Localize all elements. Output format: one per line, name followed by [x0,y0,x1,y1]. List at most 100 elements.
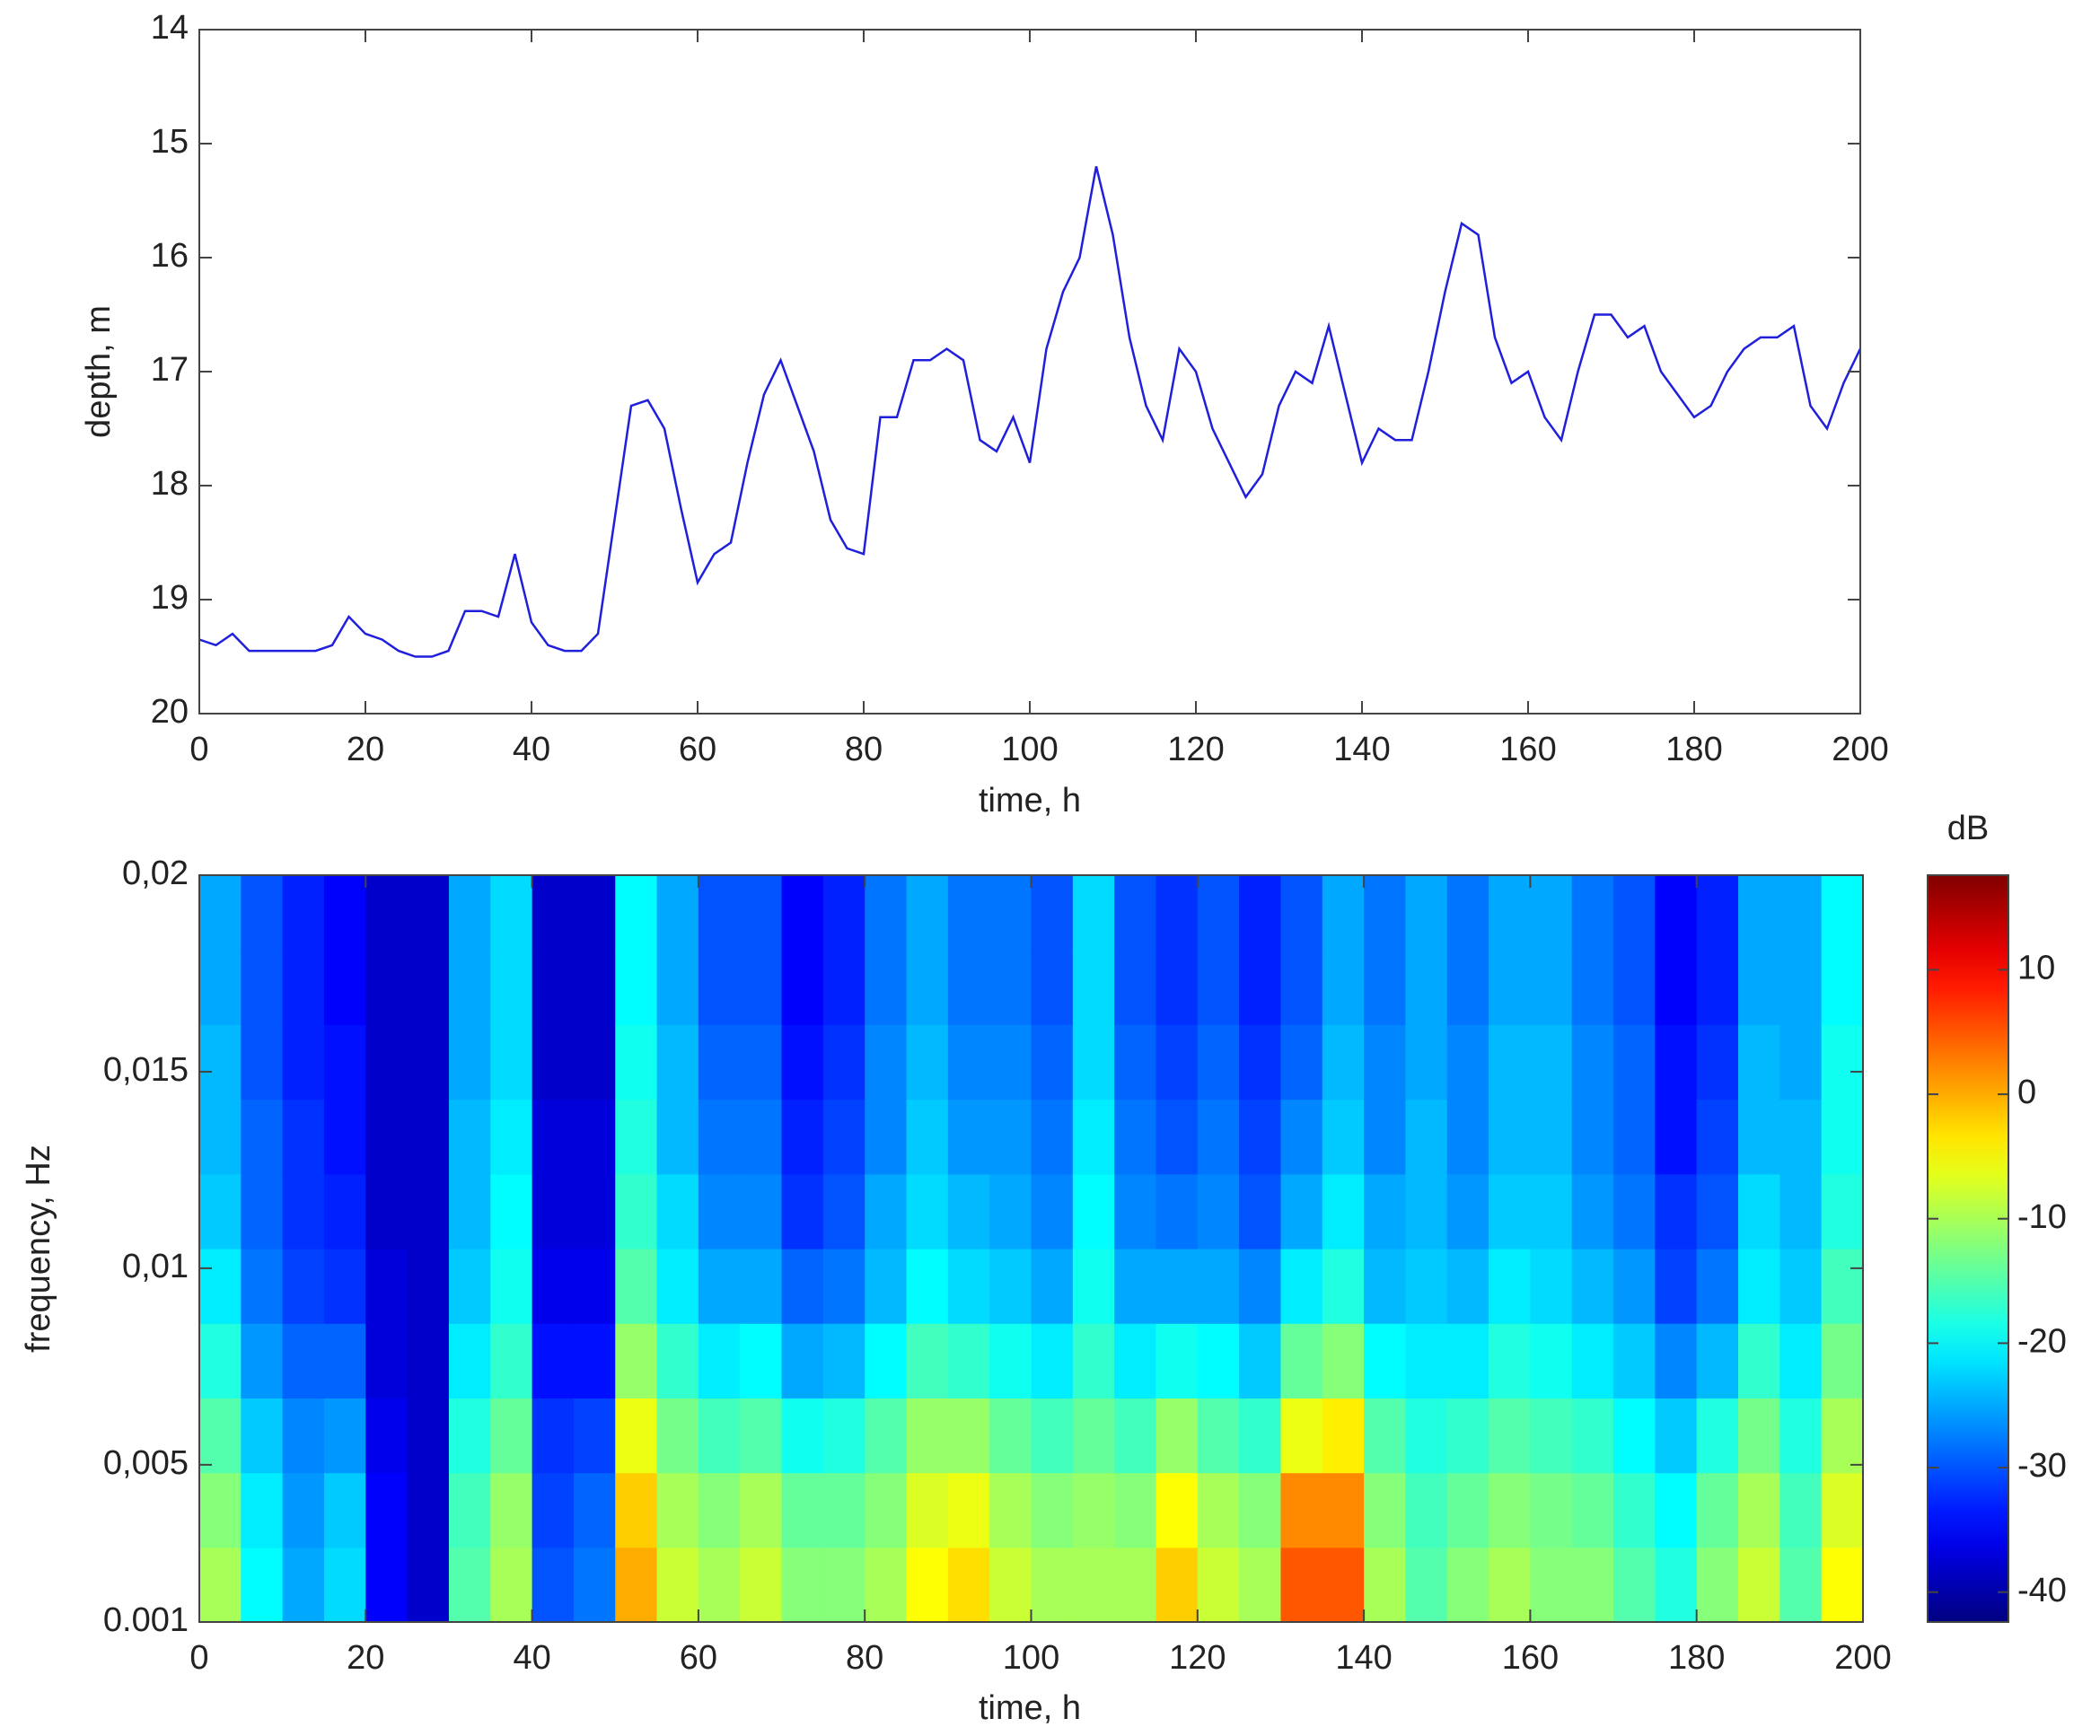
heatmap-cell [1489,1472,1531,1548]
heatmap-cell [1655,1024,1698,1100]
heatmap-cell [532,1249,575,1324]
heatmap-cell [282,1173,325,1249]
x-tick-label: 100 [1001,731,1058,768]
x-axis-label: time, h [979,1689,1081,1727]
heatmap-cell [656,1024,699,1100]
heatmap-cell [199,1024,242,1100]
heatmap-cell [1197,1249,1240,1324]
heatmap-cell [1446,875,1489,951]
heatmap-cell [1446,1472,1489,1548]
heatmap-cell [615,1099,658,1175]
heatmap-cell [1155,1323,1199,1398]
heatmap-cell [1530,1323,1573,1398]
heatmap-cell [1364,1323,1407,1398]
heatmap-cell [1114,1323,1157,1398]
heatmap-cell [199,950,242,1025]
heatmap-cell [365,1323,409,1398]
heatmap-cell [1779,1398,1823,1474]
heatmap-cell [241,1173,284,1249]
heatmap-cell [407,1472,450,1548]
heatmap-cell [615,1472,658,1548]
heatmap-cell [448,1398,491,1474]
heatmap-cell [1322,1099,1365,1175]
x-tick-label: 20 [347,731,384,768]
heatmap-cell [1779,1547,1823,1623]
heatmap-cell [698,950,741,1025]
heatmap-cell [1821,1398,1864,1474]
heatmap-cell [532,1547,575,1623]
heatmap-cell [1738,1323,1780,1398]
heatmap-cell [282,950,325,1025]
heatmap-cell [1613,1547,1656,1623]
heatmap-cell [532,1472,575,1548]
heatmap-cell [1696,1323,1739,1398]
heatmap-cell [1613,950,1656,1025]
heatmap-cell [698,1024,741,1100]
heatmap-cell [199,1249,242,1324]
heatmap-cell [407,1173,450,1249]
heatmap-cell [1696,1398,1739,1474]
heatmap-cell [1613,1099,1656,1175]
heatmap-cell [448,1173,491,1249]
heatmap-cell [615,1323,658,1398]
heatmap-cell [1655,1099,1698,1175]
heatmap-cells [199,875,1864,1623]
heatmap-cell [1530,1099,1573,1175]
heatmap-cell [199,1099,242,1175]
heatmap-cell [1197,1547,1240,1623]
heatmap-cell [490,1173,533,1249]
heatmap-cell [865,875,908,951]
heatmap-cell [781,1472,824,1548]
heatmap-cell [656,875,699,951]
heatmap-cell [1696,1099,1739,1175]
heatmap-cell [1031,1547,1074,1623]
heatmap-cell [1821,1472,1864,1548]
heatmap-cell [865,1472,908,1548]
heatmap-cell [448,1249,491,1324]
heatmap-cell [1530,1547,1573,1623]
heatmap-cell [282,875,325,951]
heatmap-cell [740,1099,783,1175]
heatmap-cell [573,875,616,951]
heatmap-cell [865,1099,908,1175]
heatmap-cell [1072,1099,1115,1175]
heatmap-cell [1322,1547,1365,1623]
heatmap-cell [947,1099,990,1175]
heatmap-cell [740,1024,783,1100]
heatmap-cell [573,1323,616,1398]
heatmap-cell [1405,1547,1448,1623]
heatmap-cell [1738,1249,1780,1324]
heatmap-cell [490,1547,533,1623]
heatmap-cell [448,950,491,1025]
heatmap-cell [1446,1249,1489,1324]
heatmap-cell [1738,1547,1780,1623]
heatmap-cell [365,1173,409,1249]
heatmap-cell [1405,950,1448,1025]
heatmap-cell [323,1099,366,1175]
heatmap-cell [740,1547,783,1623]
heatmap-cell [740,1472,783,1548]
heatmap-cell [1655,950,1698,1025]
heatmap-cell [573,1398,616,1474]
heatmap-cell [407,1024,450,1100]
heatmap-cell [1446,1323,1489,1398]
heatmap-cell [1031,1024,1074,1100]
heatmap-cell [906,1547,949,1623]
heatmap-cell [1280,1249,1323,1324]
heatmap-cell [532,1323,575,1398]
heatmap-cell [1239,1398,1282,1474]
heatmap-cell [1031,875,1074,951]
heatmap-cell [1239,1323,1282,1398]
heatmap-cell [282,1472,325,1548]
heatmap-cell [656,950,699,1025]
heatmap-cell [656,1249,699,1324]
heatmap-cell [1239,1173,1282,1249]
heatmap-cell [1155,1099,1199,1175]
heatmap-cell [1364,950,1407,1025]
x-tick-label: 0 [189,1639,208,1677]
y-tick-label: 0,015 [103,1051,189,1089]
heatmap-cell [822,950,865,1025]
heatmap-cell [1613,1323,1656,1398]
heatmap-cell [656,1099,699,1175]
heatmap-cell [323,1024,366,1100]
